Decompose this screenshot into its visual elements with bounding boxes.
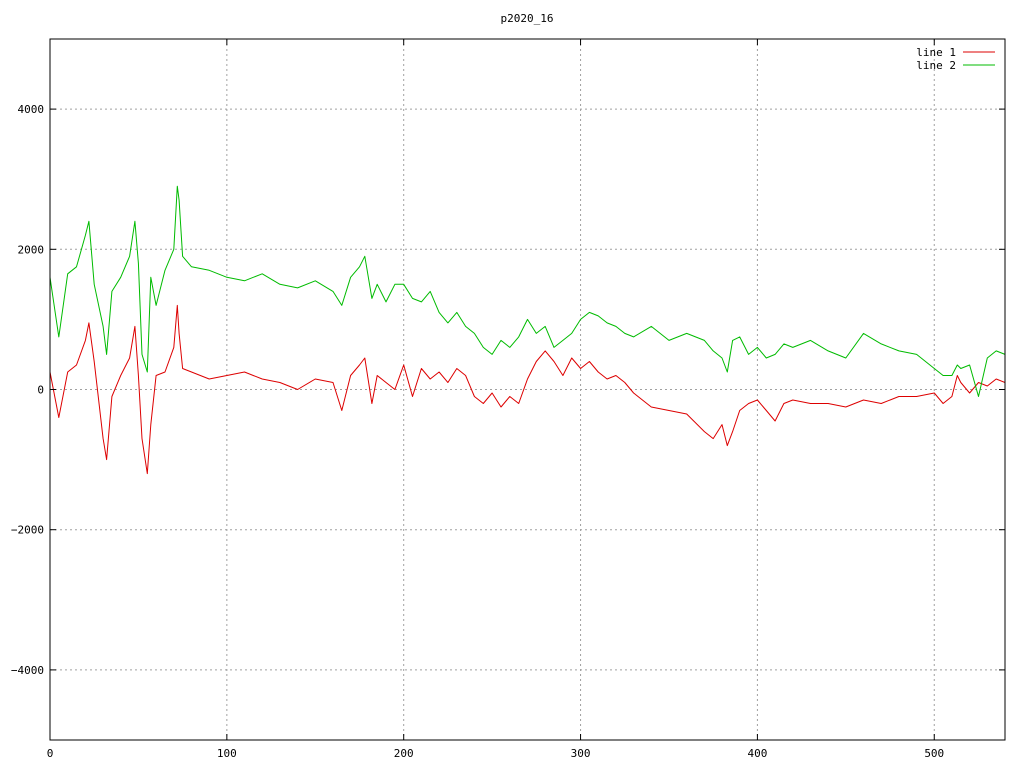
series-line-1 [49, 304, 1006, 475]
y-tick-label: −4000 [11, 664, 44, 677]
series-line-2 [49, 185, 1006, 397]
y-tick-label: 0 [37, 384, 44, 397]
legend-label-line1: line 1 [916, 46, 956, 59]
x-tick-label: 400 [747, 747, 767, 760]
x-tick-label: 200 [394, 747, 414, 760]
legend: line 1 line 2 [916, 46, 995, 72]
x-tick-label: 300 [571, 747, 591, 760]
y-tick-label: −2000 [11, 524, 44, 537]
x-tick-label: 0 [47, 747, 54, 760]
y-tick-label: 4000 [18, 103, 45, 116]
x-tick-label: 500 [924, 747, 944, 760]
y-tick-label: 2000 [18, 243, 45, 256]
x-tick-label: 100 [217, 747, 237, 760]
series-lines [49, 185, 1006, 475]
chart-title: p2020_16 [501, 12, 554, 25]
legend-label-line2: line 2 [916, 59, 956, 72]
grid-lines [50, 39, 1005, 740]
axis-ticks: 0 100 200 300 400 500 −4000 −2000 0 2000 4000 [11, 39, 1005, 760]
